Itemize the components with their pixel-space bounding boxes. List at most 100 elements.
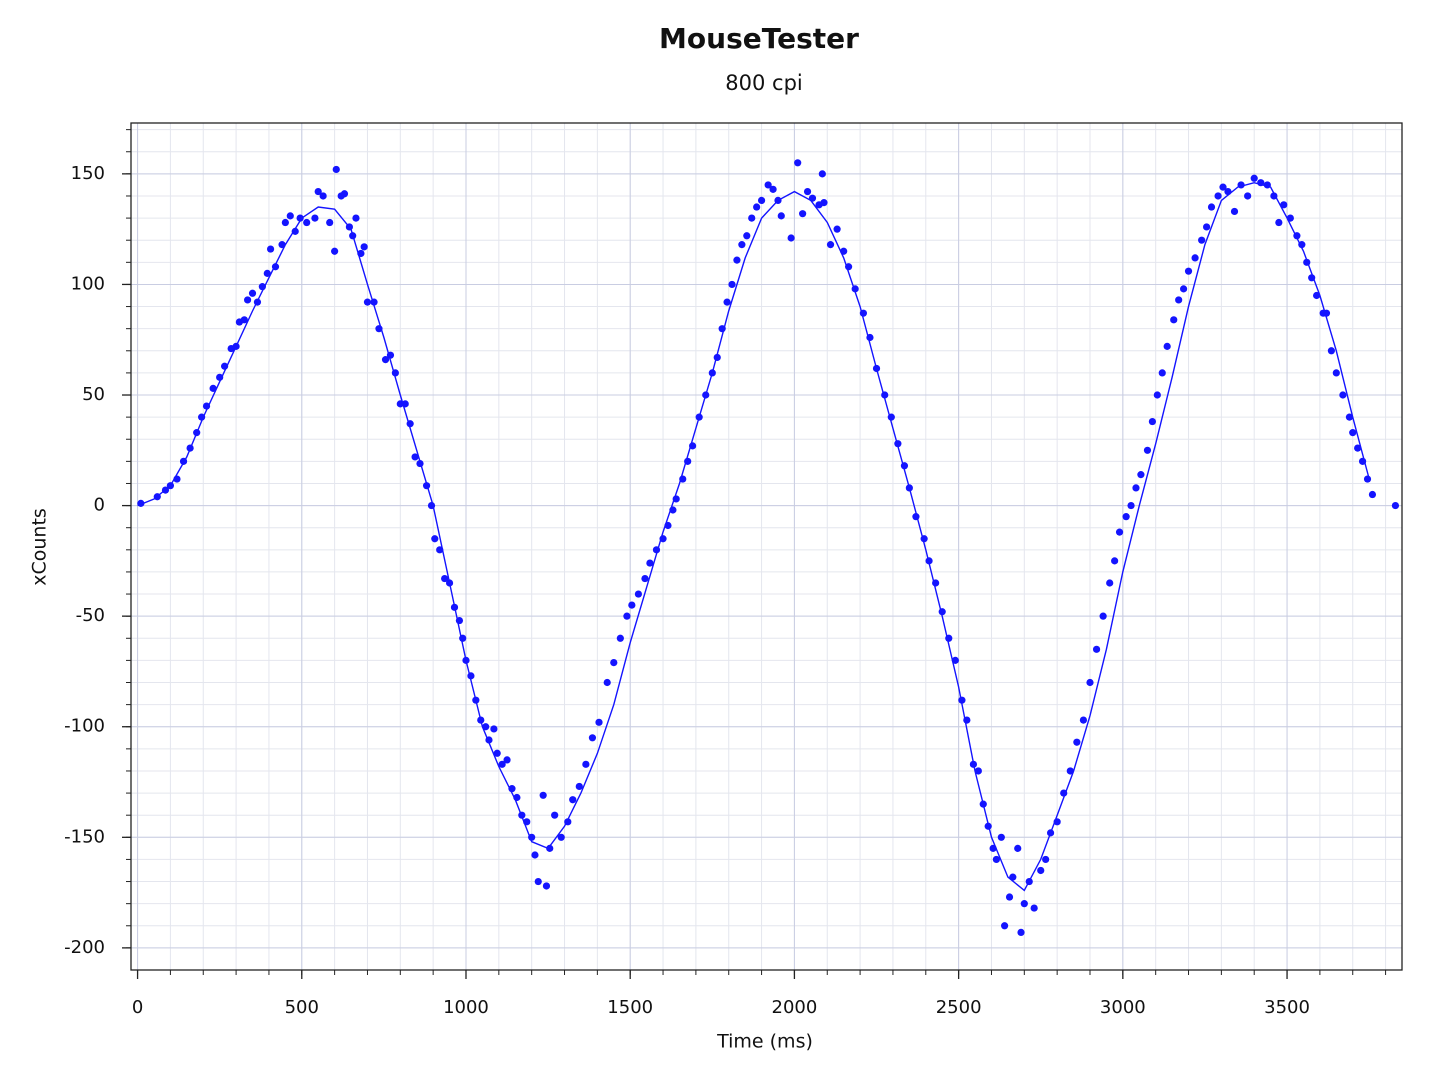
data-point: [794, 159, 802, 167]
data-point: [1001, 922, 1009, 930]
data-point: [1280, 201, 1288, 209]
data-point: [311, 214, 319, 222]
data-point: [1275, 218, 1283, 227]
plot-frame: [130, 122, 1403, 971]
data-point: [1327, 347, 1335, 355]
data-point: [769, 185, 777, 193]
data-point: [1250, 174, 1258, 182]
data-point: [1345, 413, 1354, 421]
data-point: [1349, 429, 1357, 437]
data-point: [1202, 223, 1211, 231]
y-tick-label: 0: [94, 495, 105, 516]
y-axis-label: xCounts: [29, 508, 51, 586]
data-point: [723, 298, 731, 306]
data-point: [992, 855, 1000, 864]
data-point: [1005, 893, 1014, 901]
data-point: [1106, 579, 1114, 587]
data-point: [820, 199, 828, 207]
data-point: [753, 203, 761, 211]
data-point: [542, 882, 551, 890]
data-point: [1332, 369, 1340, 377]
data-point: [974, 767, 982, 775]
data-point: [1391, 501, 1400, 510]
data-point: [431, 535, 439, 543]
data-point: [787, 234, 795, 242]
data-point: [546, 844, 554, 852]
data-point: [764, 181, 772, 189]
x-tick-label: 0: [132, 997, 143, 1018]
data-point: [331, 247, 339, 255]
x-tick-label: 1500: [607, 997, 653, 1018]
data-point: [296, 214, 304, 222]
data-point: [1143, 446, 1152, 454]
data-point: [1030, 904, 1038, 912]
data-point: [326, 218, 334, 227]
data-point: [1037, 866, 1045, 875]
data-point: [340, 190, 349, 198]
data-point: [352, 214, 360, 222]
data-point: [1148, 417, 1156, 426]
data-point: [616, 634, 624, 642]
y-tick-label: -50: [76, 605, 105, 626]
x-tick-label: 500: [285, 997, 319, 1018]
data-point: [1017, 928, 1025, 937]
data-point: [1198, 236, 1206, 244]
data-point: [1073, 738, 1081, 746]
data-point: [1313, 291, 1321, 300]
data-point: [1224, 187, 1232, 196]
data-point: [1219, 183, 1227, 191]
data-point: [757, 196, 766, 205]
data-point: [534, 877, 542, 886]
data-point: [1170, 316, 1178, 324]
data-point: [1184, 267, 1193, 275]
data-point: [1175, 296, 1183, 304]
data-point: [1214, 192, 1222, 200]
data-point: [503, 756, 511, 764]
data-point: [743, 232, 751, 240]
chart-title: MouseTester: [659, 22, 859, 55]
chart-subtitle: 800 cpi: [725, 71, 802, 95]
data-point: [1079, 716, 1088, 724]
y-tick-label: 50: [82, 384, 105, 405]
data-point: [263, 269, 271, 277]
data-point: [381, 356, 390, 364]
data-point: [588, 734, 597, 742]
data-point: [634, 590, 643, 598]
data-point: [319, 192, 327, 200]
x-axis-label: Time (ms): [716, 1031, 813, 1053]
data-point: [539, 791, 547, 799]
data-point: [360, 243, 368, 251]
data-point: [240, 316, 248, 324]
data-point: [1153, 391, 1161, 399]
data-point: [209, 384, 217, 392]
data-point: [603, 678, 611, 687]
y-tick-label: -150: [64, 826, 105, 847]
data-point: [569, 796, 577, 804]
data-point: [1042, 855, 1050, 864]
y-tick-label: -200: [64, 937, 105, 958]
data-point: [1132, 484, 1140, 492]
data-point: [551, 811, 559, 819]
data-point: [958, 696, 966, 704]
data-point: [1099, 612, 1107, 620]
x-tick-label: 3500: [1264, 997, 1310, 1018]
x-tick-label: 2500: [936, 997, 982, 1018]
data-point: [777, 212, 785, 220]
data-point: [490, 725, 498, 733]
data-point: [1066, 767, 1074, 775]
x-tick-label: 1000: [443, 997, 489, 1018]
data-point: [733, 256, 741, 264]
data-point: [303, 218, 311, 227]
data-point: [281, 218, 289, 227]
data-point: [1122, 513, 1130, 521]
smoothed-line: [137, 181, 1370, 892]
data-point: [557, 833, 565, 841]
data-point: [1368, 490, 1377, 499]
data-point: [332, 165, 340, 174]
data-point: [623, 612, 631, 620]
data-point: [1115, 528, 1124, 536]
data-point: [363, 298, 372, 306]
data-point: [243, 296, 252, 304]
